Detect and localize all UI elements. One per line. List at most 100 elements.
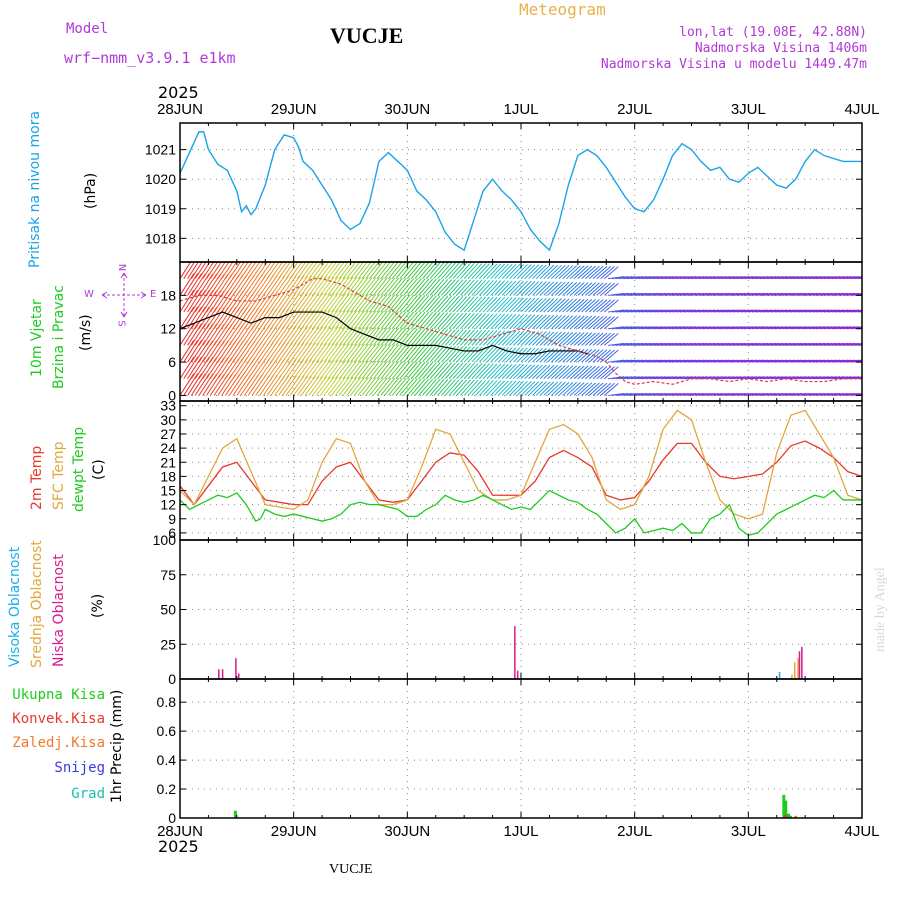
wind-barb bbox=[323, 326, 339, 346]
wind-barb bbox=[854, 310, 862, 313]
wind-barb bbox=[516, 347, 532, 363]
wind-barb bbox=[183, 306, 199, 329]
wind-barb bbox=[509, 330, 524, 346]
wind-barb bbox=[513, 264, 528, 280]
wind-barb bbox=[475, 363, 490, 380]
wind-barb bbox=[300, 292, 316, 313]
wind-barb bbox=[456, 329, 471, 346]
compass-e-label: E bbox=[150, 289, 157, 300]
wind-barb bbox=[289, 359, 305, 380]
wind-barb bbox=[433, 312, 449, 330]
wind-barb bbox=[854, 277, 862, 280]
wind-barb bbox=[315, 262, 330, 279]
wind-barb bbox=[425, 295, 441, 313]
wind-barb bbox=[300, 309, 316, 330]
wind-barb bbox=[861, 378, 862, 379]
wind-barb bbox=[486, 313, 502, 330]
wind-barb bbox=[410, 345, 426, 363]
wind-barb bbox=[323, 376, 339, 396]
wind-barb bbox=[399, 361, 415, 380]
wind-barb bbox=[550, 298, 566, 313]
wind-barb bbox=[414, 378, 430, 396]
wind-barb bbox=[524, 314, 540, 330]
wind-barb bbox=[456, 312, 471, 330]
wind-barb bbox=[399, 344, 415, 363]
wind-barb bbox=[528, 347, 543, 363]
wind-barb bbox=[312, 342, 328, 363]
wind-barb bbox=[323, 359, 339, 380]
wind-barb bbox=[516, 380, 532, 396]
wind-barb bbox=[357, 327, 373, 346]
wind-barb bbox=[486, 296, 502, 313]
wind-barb bbox=[513, 347, 528, 363]
wind-barb bbox=[327, 326, 343, 346]
wind-barb bbox=[448, 346, 464, 363]
wind-barb bbox=[452, 379, 468, 396]
wind-barb bbox=[247, 262, 261, 279]
wind-barb bbox=[369, 344, 384, 363]
wind-barb bbox=[308, 292, 324, 313]
wind-barb bbox=[566, 365, 581, 380]
wind-barb bbox=[528, 364, 543, 380]
wind-barb bbox=[478, 363, 494, 380]
wind-barb bbox=[380, 311, 396, 330]
wind-barb bbox=[380, 377, 396, 396]
wind-barb bbox=[262, 262, 276, 279]
wind-barb bbox=[342, 293, 358, 313]
wind-barb bbox=[357, 293, 373, 313]
wind-barb bbox=[315, 309, 331, 330]
wind-barb bbox=[384, 327, 399, 346]
wind-barb bbox=[456, 262, 471, 280]
wind-barb bbox=[297, 359, 312, 380]
wind-barb bbox=[278, 325, 293, 346]
wind-barb bbox=[278, 358, 293, 380]
wind-gust-line bbox=[179, 278, 862, 385]
wind-barb bbox=[180, 373, 195, 396]
wind-barb bbox=[494, 363, 509, 380]
wind-barb bbox=[596, 349, 612, 363]
wind-barbs bbox=[180, 262, 862, 396]
wind-barb bbox=[319, 343, 335, 363]
wind-barb bbox=[418, 362, 434, 380]
wind-barb bbox=[547, 381, 562, 396]
wind-barb bbox=[342, 360, 358, 380]
wind-barb bbox=[278, 292, 293, 313]
wind-barb bbox=[516, 314, 532, 330]
temperature-y-tick-label: 6 bbox=[168, 525, 176, 541]
wind-barb bbox=[577, 265, 593, 280]
wind-barb bbox=[490, 280, 506, 296]
wind-barb bbox=[209, 262, 222, 279]
altitude-text: Nadmorska Visina 1406m bbox=[694, 41, 867, 56]
wind-barb bbox=[524, 347, 540, 363]
wind-barb bbox=[399, 311, 415, 330]
wind-barb bbox=[319, 309, 335, 330]
wind-barb bbox=[566, 282, 581, 296]
wind-barb bbox=[547, 281, 562, 296]
wind-barb bbox=[433, 362, 449, 380]
wind-barb bbox=[285, 342, 301, 363]
wind-barb bbox=[425, 278, 441, 296]
wind-barb bbox=[467, 346, 483, 363]
wind-barb bbox=[573, 382, 589, 396]
wind-barb bbox=[861, 278, 862, 279]
wind-barb bbox=[475, 296, 490, 313]
wind-barb bbox=[569, 315, 585, 330]
wind-barb bbox=[418, 328, 434, 346]
wind-barb bbox=[471, 329, 487, 346]
wind-y-tick-label: 18 bbox=[160, 287, 176, 303]
wind-barb bbox=[543, 281, 559, 296]
wind-barb bbox=[403, 378, 418, 396]
compass-w-label: W bbox=[84, 289, 94, 300]
wind-barb bbox=[372, 327, 388, 346]
wind-barb bbox=[460, 346, 475, 363]
wind-barb bbox=[433, 329, 449, 346]
wind-barb bbox=[444, 295, 460, 313]
wind-barb bbox=[437, 345, 453, 363]
dewpoint-line bbox=[179, 489, 862, 536]
wind-barb bbox=[334, 326, 350, 346]
wind-barb bbox=[232, 262, 245, 279]
wind-barb bbox=[281, 292, 297, 313]
wind-barb bbox=[190, 306, 206, 329]
total-precip-bar bbox=[782, 794, 786, 818]
wind-barb bbox=[308, 342, 324, 363]
